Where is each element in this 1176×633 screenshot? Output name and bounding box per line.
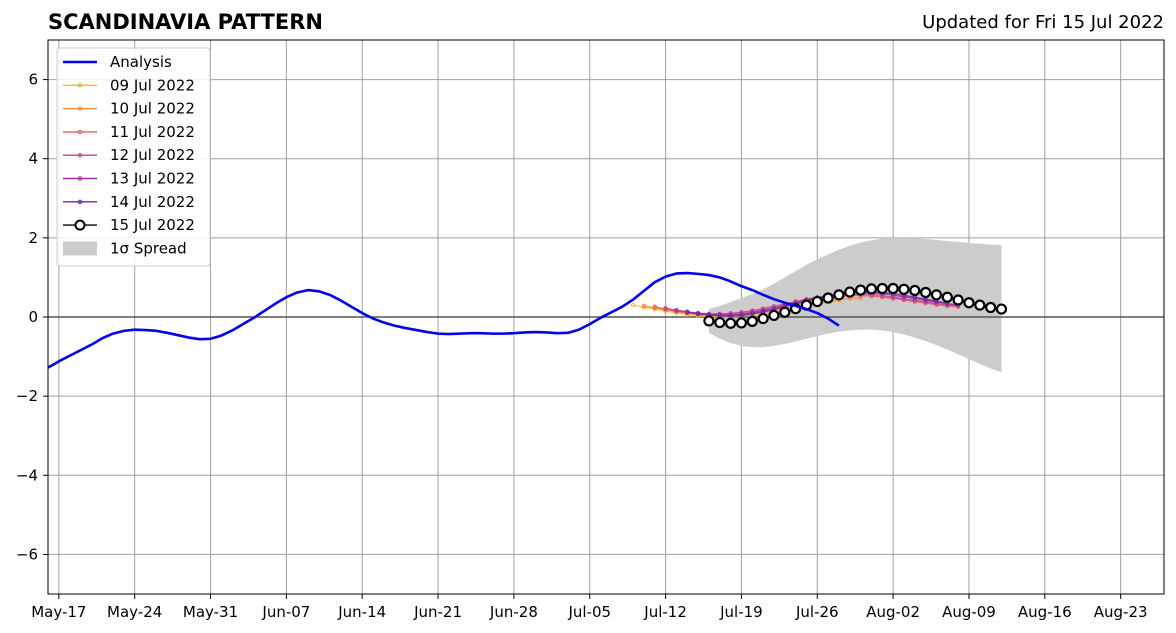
forecast-point <box>995 303 1008 315</box>
forecast-point <box>985 301 997 314</box>
y-tick-label: −6 <box>16 545 38 563</box>
forecast-point <box>652 304 657 309</box>
forecast-point <box>725 317 737 329</box>
forecast-point <box>858 295 863 301</box>
forecast-point <box>855 284 867 296</box>
forecast-point <box>876 282 888 295</box>
spread-band <box>708 237 1002 373</box>
forecast-point <box>630 302 636 308</box>
forecast-point <box>844 286 856 298</box>
y-tick-label: 2 <box>28 229 38 247</box>
forecast-point <box>739 313 744 318</box>
x-tick-label: Jul-05 <box>567 603 611 621</box>
forecast-point <box>703 315 715 327</box>
legend-item: 11 Jul 2022 <box>63 123 195 141</box>
chart-title: SCANDINAVIA PATTERN <box>48 10 323 34</box>
forecast-point <box>746 315 758 327</box>
legend-label: 10 Jul 2022 <box>110 100 195 118</box>
series-layer <box>47 271 1008 369</box>
forecast-point <box>898 283 910 295</box>
x-tick-label: May-17 <box>31 603 86 621</box>
y-tick-label: 6 <box>28 71 38 89</box>
legend-item: 15 Jul 2022 <box>63 216 195 234</box>
forecast-point <box>779 306 791 318</box>
legend-item: 14 Jul 2022 <box>63 193 195 211</box>
legend-item: 09 Jul 2022 <box>63 76 195 94</box>
legend-box <box>56 47 211 267</box>
legend-swatch <box>63 241 97 256</box>
forecast-point <box>685 310 690 315</box>
legend-label: 15 Jul 2022 <box>110 216 195 234</box>
legend-label: 13 Jul 2022 <box>110 170 195 188</box>
forecast-point <box>714 316 726 329</box>
x-tick-label: May-31 <box>183 603 238 621</box>
updated-date: Updated for Fri 15 Jul 2022 <box>922 12 1164 33</box>
forecast-point <box>811 295 823 308</box>
x-tick-label: Aug-23 <box>1094 603 1148 621</box>
forecast-point <box>735 317 748 329</box>
forecast-point <box>952 294 964 306</box>
legend-marker <box>77 153 83 158</box>
forecast-point <box>930 289 943 301</box>
forecast-point <box>887 282 899 295</box>
legend-item: 12 Jul 2022 <box>63 146 195 164</box>
forecast-point <box>695 311 701 317</box>
legend-item: Analysis <box>63 53 172 71</box>
legend-label: 14 Jul 2022 <box>110 193 195 211</box>
legend-marker <box>74 219 86 231</box>
forecast-point <box>941 291 953 303</box>
x-tick-label: Aug-16 <box>1018 603 1072 621</box>
legend-label: 1σ Spread <box>110 239 187 257</box>
x-tick-label: Jun-21 <box>413 603 462 621</box>
forecast-point <box>865 283 878 295</box>
x-tick-label: May-24 <box>107 603 162 621</box>
legend-label: 11 Jul 2022 <box>110 123 195 141</box>
x-tick-label: Aug-02 <box>866 603 920 621</box>
x-tick-label: Jul-12 <box>643 603 687 621</box>
analysis-line <box>47 271 840 369</box>
x-tick-label: Aug-09 <box>942 603 996 621</box>
forecast-point <box>963 297 975 309</box>
forecast-point <box>641 303 647 309</box>
y-tick-label: 4 <box>28 150 38 168</box>
forecast-point <box>909 284 921 297</box>
legend-marker <box>77 199 83 205</box>
forecast-point <box>974 299 986 311</box>
legend-item: 10 Jul 2022 <box>63 100 195 118</box>
legend-item: 1σ Spread <box>63 239 187 257</box>
forecast-point <box>768 309 780 322</box>
legend-label: 12 Jul 2022 <box>110 146 195 164</box>
legend-label: Analysis <box>110 53 172 71</box>
spread-band-layer <box>708 237 1002 373</box>
x-tick-label: Jul-19 <box>719 603 763 621</box>
y-tick-label: 0 <box>28 308 38 326</box>
y-tick-label: −4 <box>16 466 38 484</box>
forecast-point <box>920 286 932 299</box>
x-tick-label: Jun-14 <box>337 603 386 621</box>
forecast-point <box>822 292 834 304</box>
y-tick-label: −2 <box>16 387 38 405</box>
legend-marker <box>77 176 83 181</box>
legend-marker <box>77 129 83 135</box>
legend-marker <box>77 83 83 88</box>
legend-item: 13 Jul 2022 <box>63 170 195 188</box>
forecast-point <box>750 311 755 317</box>
x-tick-label: Jun-28 <box>489 603 538 621</box>
forecast-point <box>833 289 845 301</box>
forecast-point <box>674 308 679 313</box>
legend: Analysis 09 Jul 2022 10 Jul 2022 11 Jul 202… <box>56 47 211 267</box>
forecast-point <box>757 312 769 325</box>
forecast-point <box>663 306 668 311</box>
x-tick-label: Jul-26 <box>795 603 839 621</box>
axis-ticks: May-17 May-24 May-31 Jun-07 Jun-14 Jun-21 Jun-… <box>16 71 1148 621</box>
legend-label: 09 Jul 2022 <box>110 76 195 94</box>
legend-marker <box>77 106 83 111</box>
x-tick-label: Jun-07 <box>261 603 310 621</box>
